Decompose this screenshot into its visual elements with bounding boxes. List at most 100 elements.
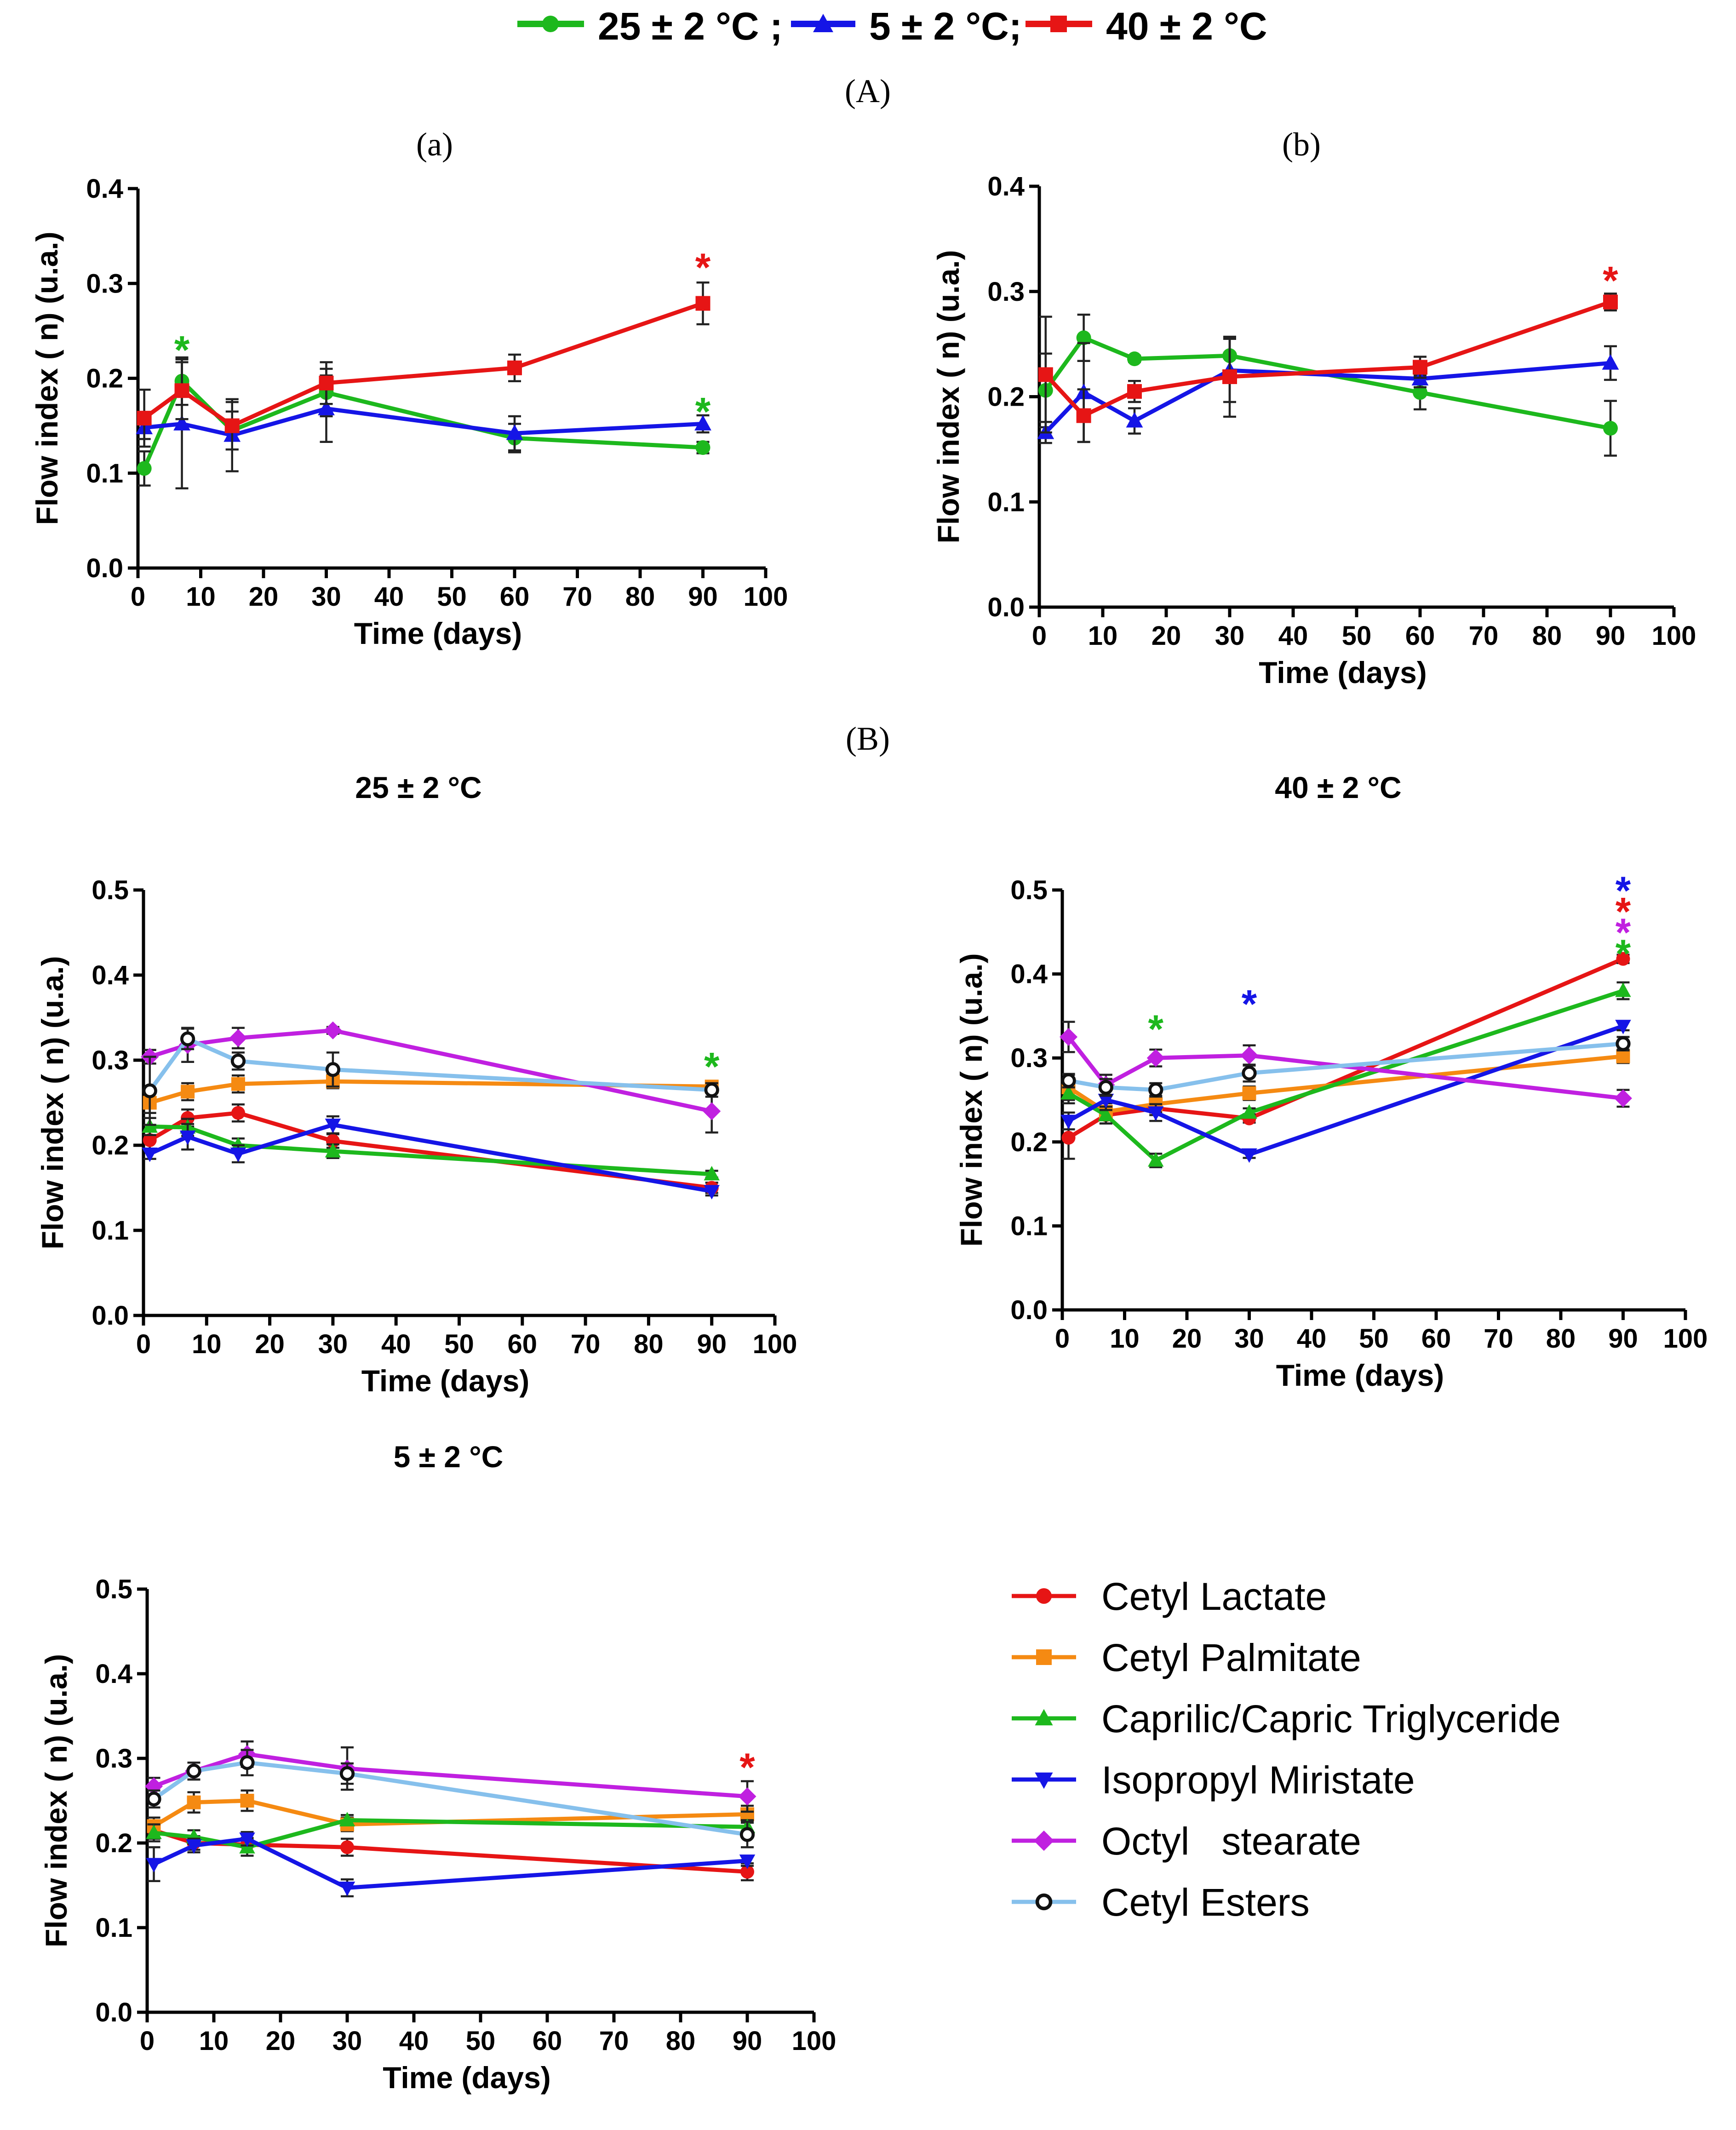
y-tick-label: 0.1 xyxy=(95,1913,132,1943)
legend-label: Cetyl Lactate xyxy=(1101,1575,1327,1618)
data-point xyxy=(231,1106,245,1120)
x-tick-label: 10 xyxy=(1110,1324,1140,1354)
y-tick-label: 0.1 xyxy=(86,459,123,488)
series-0 xyxy=(1061,952,1630,1160)
x-tick-label: 100 xyxy=(753,1329,797,1359)
x-tick-label: 60 xyxy=(1405,621,1435,651)
x-tick-label: 100 xyxy=(1663,1324,1708,1354)
legend-marker xyxy=(1035,1893,1053,1911)
data-point xyxy=(240,1755,255,1770)
legend-marker xyxy=(1035,1709,1053,1726)
series-line xyxy=(1044,335,1611,431)
legend-marker xyxy=(1036,1588,1052,1604)
chart-b: (b) 0.0 0.1 0.2 0.3 0.4 0 10 20 30 40 50 60 70 80 90 100… xyxy=(931,126,1696,689)
x-tick-label: 40 xyxy=(1297,1324,1327,1354)
data-point xyxy=(1098,1107,1114,1121)
legend-marker xyxy=(1036,1649,1052,1665)
y-tick-label: 0.3 xyxy=(92,1045,129,1075)
x-tick-label: 70 xyxy=(599,2026,629,2056)
x-tick-label: 100 xyxy=(744,582,788,612)
legend-item-25c: 25 ± 2 °C ; xyxy=(517,5,783,48)
data-point xyxy=(739,1827,755,1842)
y-tick-label: 0.2 xyxy=(987,382,1025,412)
data-point xyxy=(179,1131,196,1145)
data-point xyxy=(339,1812,355,1826)
y-axis-label: Flow index ( n) (u.a.) xyxy=(39,1654,73,1947)
y-tick-label: 0.1 xyxy=(92,1216,129,1246)
data-point xyxy=(1614,1089,1632,1108)
data-point xyxy=(230,1053,246,1068)
legend-item: Cetyl Palmitate xyxy=(1012,1636,1361,1679)
data-point xyxy=(1603,421,1618,436)
significance-star: * xyxy=(1616,932,1631,976)
x-tick-label: 60 xyxy=(1421,1324,1451,1354)
y-tick-label: 0.5 xyxy=(95,1574,132,1604)
x-tick-label: 90 xyxy=(1608,1324,1638,1354)
top-legend: 25 ± 2 °C ; 5 ± 2 °C; 40 ± 2 °C xyxy=(517,5,1267,48)
y-tick-label: 0.4 xyxy=(86,174,123,204)
y-tick-label: 0.2 xyxy=(92,1131,129,1160)
data-point xyxy=(1126,412,1143,428)
data-point xyxy=(229,1029,247,1047)
data-point xyxy=(324,1021,342,1039)
series-2 xyxy=(146,1812,756,1857)
x-tick-label: 70 xyxy=(562,582,592,612)
y-tick-label: 0.0 xyxy=(1010,1295,1048,1325)
data-point xyxy=(704,1082,719,1097)
x-axis-label: Time (days) xyxy=(383,2061,551,2095)
data-point xyxy=(325,1062,341,1077)
chart-b25: 25 ± 2 °C 0.0 0.1 0.2 0.3 0.4 0.5 0 10 20 30 40 50 60… xyxy=(35,770,797,1398)
chart-b5: 5 ± 2 °C 0.0 0.1 0.2 0.3 0.4 0.5 0 10 20 30 40 50 60 7… xyxy=(39,1440,836,2095)
legend-marker-40c xyxy=(1050,16,1067,32)
data-point xyxy=(1603,294,1618,310)
y-axis-label: Flow index ( n) (u.a.) xyxy=(30,232,64,525)
x-tick-label: 30 xyxy=(332,2026,362,2056)
y-tick-label: 0.0 xyxy=(92,1301,129,1331)
legend-item: Octyl stearate xyxy=(1012,1820,1361,1863)
data-point xyxy=(1242,1065,1257,1081)
series-5 xyxy=(146,1749,755,1849)
x-tick-label: 50 xyxy=(466,2026,496,2056)
legend-label: Isopropyl Miristate xyxy=(1101,1758,1415,1802)
x-tick-label: 70 xyxy=(571,1329,601,1359)
data-point xyxy=(1413,385,1427,400)
x-tick-label: 90 xyxy=(688,582,718,612)
data-point xyxy=(1148,1082,1163,1097)
data-point xyxy=(695,296,710,311)
data-point xyxy=(187,1795,201,1809)
x-tick-label: 100 xyxy=(1652,621,1696,651)
series-2 xyxy=(1060,981,1631,1168)
x-tick-label: 0 xyxy=(1055,1324,1070,1354)
legend-label: Cetyl Esters xyxy=(1101,1881,1310,1924)
significance-star: * xyxy=(1616,890,1631,934)
series-5 xyxy=(1061,1036,1631,1098)
data-point xyxy=(146,1824,162,1839)
x-axis-label: Time (days) xyxy=(354,616,522,650)
x-tick-label: 20 xyxy=(1172,1324,1202,1354)
x-axis-label: Time (days) xyxy=(1276,1358,1444,1392)
y-tick-label: 0.0 xyxy=(95,1998,132,2027)
y-axis-label: Flow index ( n) (u.a.) xyxy=(35,956,69,1250)
data-point xyxy=(1241,1104,1257,1119)
x-tick-label: 80 xyxy=(1532,621,1562,651)
x-tick-label: 100 xyxy=(792,2026,836,2056)
data-point xyxy=(318,400,335,415)
data-point xyxy=(1616,952,1630,966)
data-point xyxy=(704,1165,720,1181)
legend-marker xyxy=(1033,1830,1054,1851)
x-tick-label: 40 xyxy=(374,582,404,612)
legend-marker-5c xyxy=(813,14,833,32)
series-3 xyxy=(142,1115,720,1200)
x-tick-label: 0 xyxy=(1032,621,1047,651)
chart-title: (a) xyxy=(416,126,453,163)
legend-item: Cetyl Esters xyxy=(1012,1881,1310,1924)
significance-star: * xyxy=(704,1045,720,1089)
data-point xyxy=(137,411,152,426)
data-point xyxy=(319,375,334,390)
x-tick-label: 10 xyxy=(1088,621,1118,651)
significance-star: * xyxy=(1603,258,1618,303)
y-tick-label: 0.2 xyxy=(86,364,123,394)
y-tick-label: 0.5 xyxy=(92,875,129,905)
y-tick-label: 0.2 xyxy=(1010,1127,1048,1157)
series-line xyxy=(144,406,703,437)
